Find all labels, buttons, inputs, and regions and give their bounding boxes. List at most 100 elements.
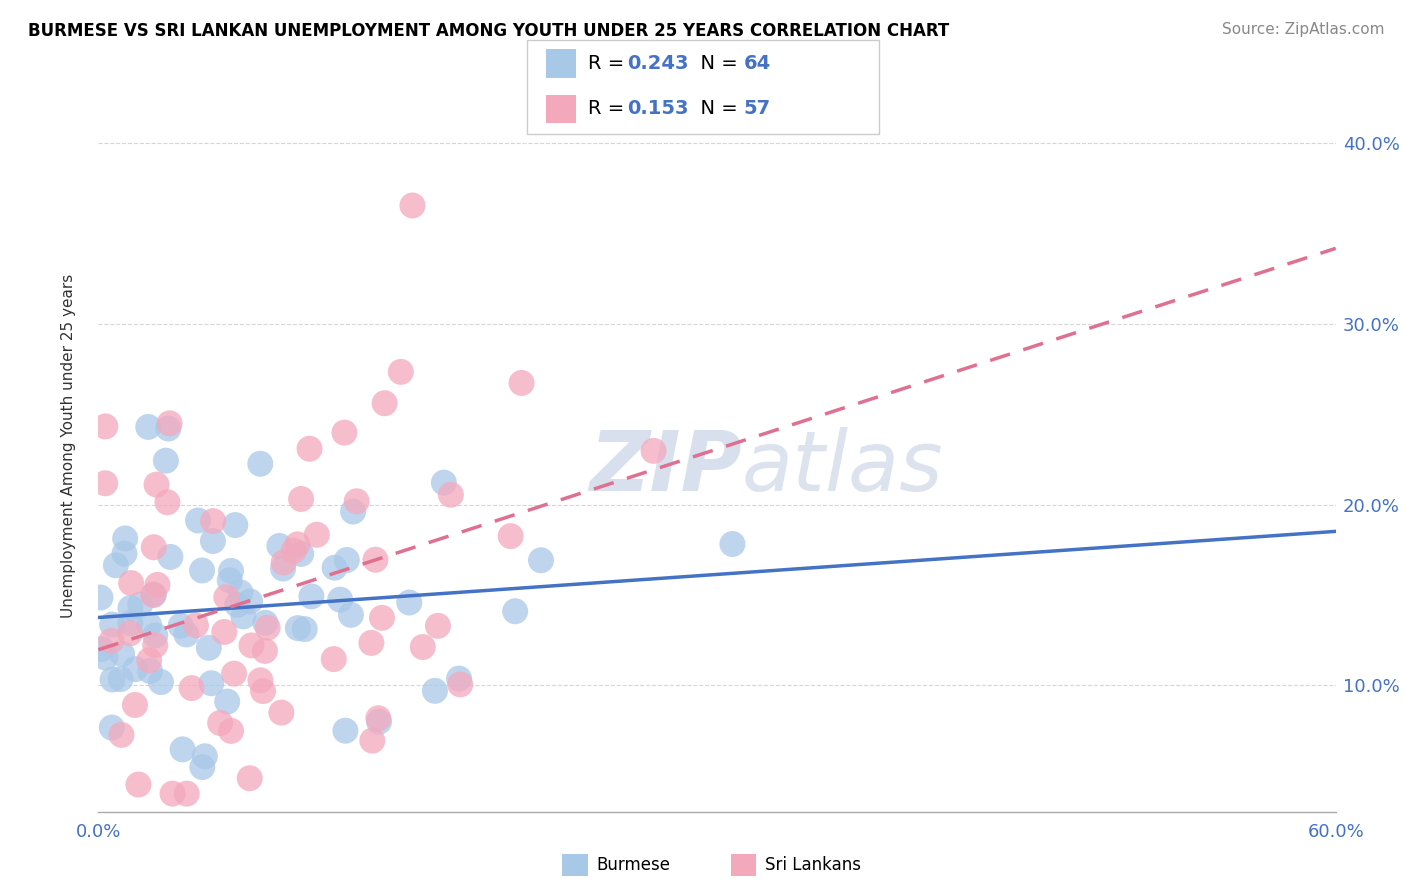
Point xyxy=(299,590,322,604)
Point xyxy=(254,615,277,630)
Point xyxy=(270,706,292,720)
Point xyxy=(143,638,166,652)
Point xyxy=(127,778,149,792)
Point xyxy=(323,560,346,574)
Point xyxy=(155,453,177,467)
Point xyxy=(145,477,167,491)
Point xyxy=(184,618,207,632)
Point xyxy=(136,420,159,434)
Text: 0.243: 0.243 xyxy=(627,54,689,73)
Text: N =: N = xyxy=(688,99,744,119)
Point xyxy=(374,396,396,410)
Point xyxy=(298,442,321,456)
Point xyxy=(249,457,271,471)
Y-axis label: Unemployment Among Youth under 25 years: Unemployment Among Youth under 25 years xyxy=(62,274,76,618)
Point xyxy=(200,676,222,690)
Point xyxy=(499,529,522,543)
Point xyxy=(290,547,312,561)
Text: 57: 57 xyxy=(744,99,770,119)
Point xyxy=(360,636,382,650)
Point xyxy=(253,644,276,658)
Point xyxy=(256,621,278,635)
Point xyxy=(232,609,254,624)
Point xyxy=(159,549,181,564)
Point xyxy=(219,723,242,738)
Text: Burmese: Burmese xyxy=(596,855,671,874)
Point xyxy=(169,619,191,633)
Point xyxy=(226,598,249,612)
Point xyxy=(336,553,359,567)
Point xyxy=(209,716,232,731)
Point xyxy=(217,695,239,709)
Point xyxy=(94,650,117,665)
Point xyxy=(510,376,533,390)
Point xyxy=(172,742,194,756)
Point xyxy=(89,591,111,605)
Point xyxy=(364,552,387,566)
Text: R =: R = xyxy=(588,54,630,73)
Point xyxy=(118,626,141,640)
Point xyxy=(110,672,132,686)
Point xyxy=(287,621,309,635)
Point xyxy=(201,533,224,548)
Point xyxy=(215,590,238,604)
Point xyxy=(176,627,198,641)
Point xyxy=(283,543,305,558)
Point xyxy=(101,617,124,632)
Point xyxy=(290,491,312,506)
Point xyxy=(340,607,363,622)
Point xyxy=(240,639,263,653)
Point xyxy=(191,564,214,578)
Point xyxy=(176,787,198,801)
Point xyxy=(368,714,391,729)
Point xyxy=(156,495,179,509)
Point xyxy=(142,588,165,602)
Point xyxy=(157,421,180,435)
Point xyxy=(426,619,449,633)
Point xyxy=(333,425,356,440)
Point xyxy=(721,537,744,551)
Text: R =: R = xyxy=(588,99,630,119)
Point xyxy=(503,604,526,618)
Point xyxy=(191,760,214,774)
Point xyxy=(124,698,146,712)
Point xyxy=(530,553,553,567)
Point xyxy=(367,711,389,725)
Point xyxy=(239,594,262,608)
Point xyxy=(180,681,202,695)
Point xyxy=(139,664,162,678)
Point xyxy=(218,574,240,588)
Point xyxy=(229,585,252,599)
Point xyxy=(271,561,294,575)
Point xyxy=(433,475,456,490)
Point xyxy=(110,728,132,742)
Point xyxy=(273,556,295,570)
Point xyxy=(159,417,181,431)
Point xyxy=(212,624,235,639)
Point xyxy=(305,528,328,542)
Point xyxy=(447,672,470,686)
Point xyxy=(90,642,112,657)
Point xyxy=(100,721,122,735)
Point xyxy=(120,601,142,615)
Point xyxy=(335,723,357,738)
Text: N =: N = xyxy=(688,54,744,73)
Point xyxy=(142,588,165,602)
Point xyxy=(162,787,184,801)
Point xyxy=(104,558,127,573)
Point xyxy=(120,576,142,591)
Point xyxy=(423,683,446,698)
Text: atlas: atlas xyxy=(742,427,943,508)
Text: ZIP: ZIP xyxy=(589,427,742,508)
Point xyxy=(398,595,420,609)
Point xyxy=(94,419,117,434)
Point xyxy=(361,733,384,747)
Point xyxy=(146,578,169,592)
Point xyxy=(124,662,146,676)
Point xyxy=(401,198,423,212)
Text: Source: ZipAtlas.com: Source: ZipAtlas.com xyxy=(1222,22,1385,37)
Point xyxy=(143,628,166,642)
Point xyxy=(114,532,136,546)
Point xyxy=(322,652,344,666)
Text: Sri Lankans: Sri Lankans xyxy=(765,855,860,874)
